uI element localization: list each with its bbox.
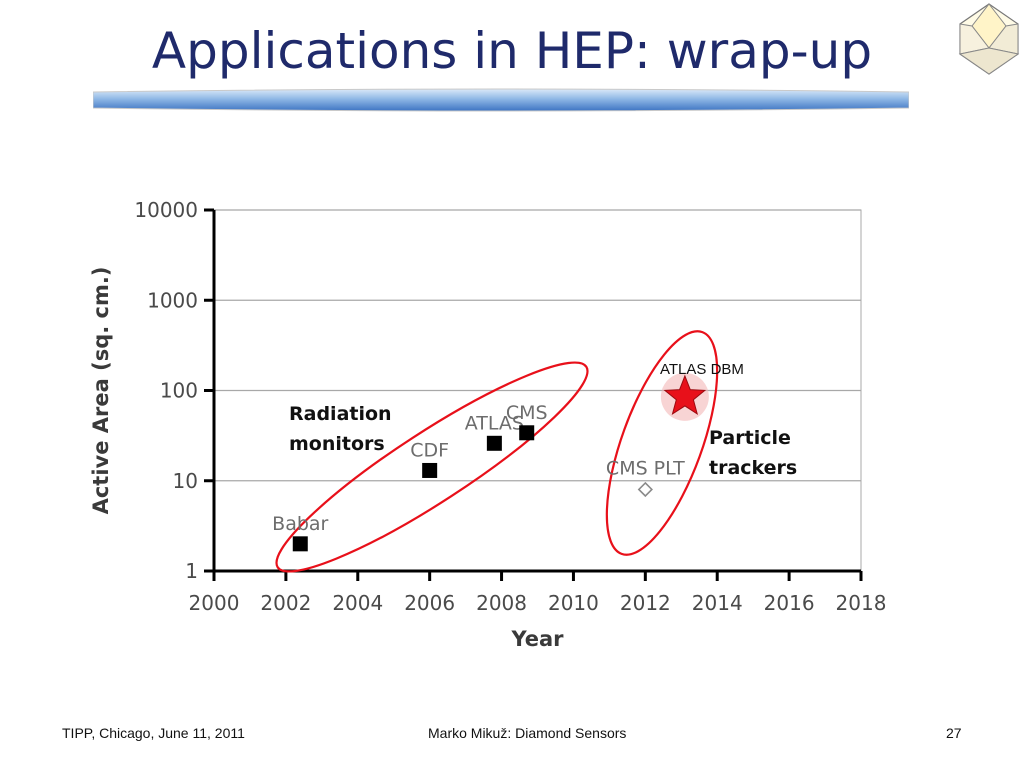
footer-center: Marko Mikuž: Diamond Sensors [428, 725, 627, 741]
x-tick-label: 2010 [548, 591, 599, 615]
data-point-square [292, 536, 308, 552]
x-axis-title: Year [510, 627, 564, 651]
data-point-label: Babar [272, 513, 328, 535]
x-tick-label: 2018 [836, 591, 887, 615]
x-tick-label: 2000 [189, 591, 240, 615]
page-number: 27 [946, 725, 962, 741]
x-tick-labels: 2000 2002 2004 2006 2008 2010 2012 2014 2016 2018 [189, 591, 887, 615]
y-tick-label: 10 [173, 469, 198, 493]
y-tick-label: 1000 [147, 288, 198, 312]
y-axis-title: Active Area (sq. cm.) [89, 267, 113, 515]
data-point-square [519, 425, 535, 441]
data-point-label: CDF [410, 439, 449, 461]
radiation-monitors-label: Radiation monitors [289, 399, 392, 459]
atlas-dbm-label: ATLAS DBM [660, 361, 744, 378]
radiation-monitors-ellipse [275, 361, 589, 573]
data-point-square [486, 435, 502, 451]
x-tick-label: 2002 [260, 591, 311, 615]
x-tick-label: 2006 [404, 591, 455, 615]
radiation-label-line2: monitors [289, 433, 385, 455]
x-tick-label: 2004 [332, 591, 383, 615]
particle-trackers-ellipse [605, 330, 719, 556]
slide-title: Applications in HEP: wrap-up [151, 22, 873, 80]
x-tick-label: 2016 [764, 591, 815, 615]
data-point-label: ATLAS [465, 412, 524, 434]
x-tick-label: 2014 [692, 591, 743, 615]
particle-label-line2: trackers [709, 457, 798, 479]
data-point-label: CMS [506, 402, 548, 424]
data-point-square [422, 462, 438, 478]
y-tick-labels: 1 10 100 1000 10000 [134, 198, 198, 583]
footer-left: TIPP, Chicago, June 11, 2011 [62, 725, 245, 741]
y-tick-label: 100 [160, 379, 198, 403]
particle-trackers-label: Particle trackers [709, 423, 797, 483]
title-underline-bar [93, 88, 909, 112]
x-tick-label: 2012 [620, 591, 671, 615]
y-tick-label: 10000 [134, 198, 198, 222]
particle-label-line1: Particle [709, 427, 791, 449]
data-point-diamond [637, 481, 653, 498]
radiation-label-line1: Radiation [289, 403, 392, 425]
y-tick-label: 1 [185, 559, 198, 583]
data-point-label: CMS PLT [606, 457, 685, 479]
chart-axes [204, 208, 863, 581]
x-tick-label: 2008 [476, 591, 527, 615]
data-point-star [663, 374, 707, 416]
diamond-logo-icon [958, 3, 1020, 75]
